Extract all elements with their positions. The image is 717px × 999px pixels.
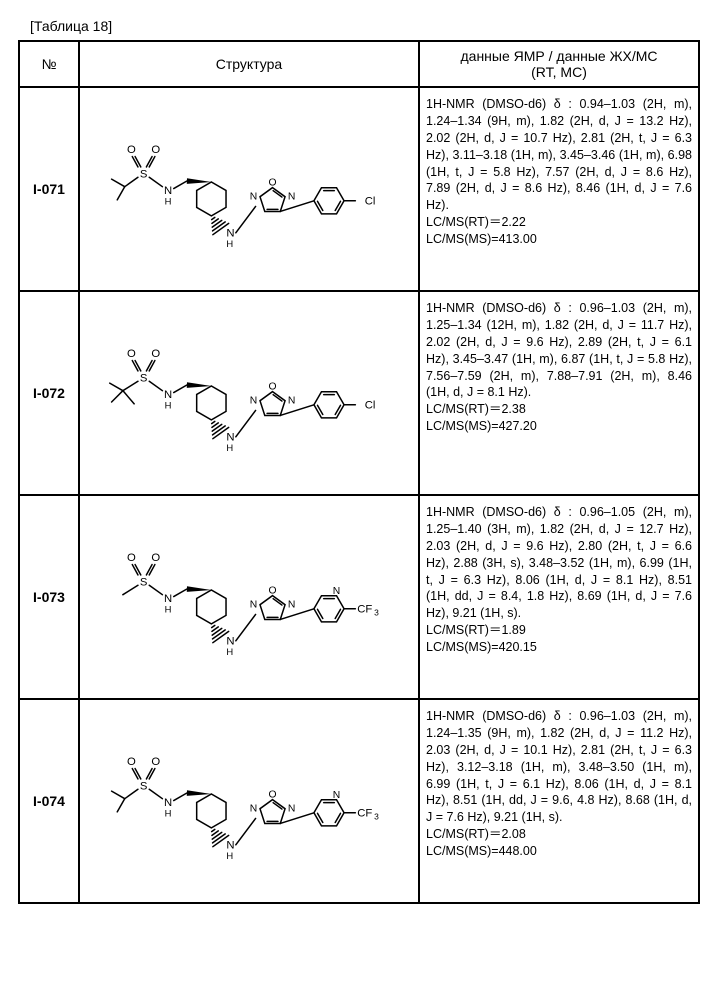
svg-text:S: S (140, 576, 148, 588)
structure-cell: SOONHNHONNNCF3 (79, 699, 419, 903)
structure-cell: SOONHNHONNCl (79, 291, 419, 495)
svg-text:N: N (288, 599, 295, 610)
svg-text:Cl: Cl (365, 195, 376, 207)
svg-text:Cl: Cl (365, 399, 376, 411)
structure-cell: SOONHNHONNNCF3 (79, 495, 419, 699)
svg-text:H: H (226, 237, 233, 246)
svg-text:O: O (127, 551, 136, 563)
data-table: № Структура данные ЯМР / данные ЖХ/МС(RT… (18, 40, 700, 904)
svg-text:H: H (165, 807, 172, 818)
lcms-rt: LC/MS(RT)＝2.22 (426, 214, 692, 231)
nmr-data-cell: 1H-NMR (DMSO-d6) δ : 0.96–1.03 (2H, m), … (419, 291, 699, 495)
svg-text:N: N (288, 803, 295, 814)
table-row: I-073SOONHNHONNNCF31H-NMR (DMSO-d6) δ : … (19, 495, 699, 699)
svg-text:S: S (140, 168, 148, 180)
col-header-no: № (19, 41, 79, 87)
lcms-rt: LC/MS(RT)＝1.89 (426, 622, 692, 639)
lcms-ms: LC/MS(MS)=420.15 (426, 639, 692, 656)
nmr-data-cell: 1H-NMR (DMSO-d6) δ : 0.96–1.03 (2H, m), … (419, 699, 699, 903)
svg-text:N: N (288, 395, 295, 406)
table-row: I-072SOONHNHONNCl1H-NMR (DMSO-d6) δ : 0.… (19, 291, 699, 495)
svg-text:N: N (333, 789, 340, 800)
lcms-rt: LC/MS(RT)＝2.08 (426, 826, 692, 843)
svg-text:CF: CF (357, 603, 372, 615)
svg-text:O: O (151, 551, 160, 563)
lcms-ms: LC/MS(MS)=413.00 (426, 231, 692, 248)
svg-text:3: 3 (374, 811, 379, 821)
table-label: [Таблица 18] (30, 18, 699, 34)
compound-id: I-072 (19, 291, 79, 495)
svg-text:O: O (127, 143, 136, 155)
svg-text:H: H (165, 603, 172, 614)
svg-text:3: 3 (374, 607, 379, 617)
svg-text:N: N (250, 803, 257, 814)
svg-text:S: S (140, 780, 148, 792)
svg-text:N: N (250, 599, 257, 610)
lcms-rt: LC/MS(RT)＝2.38 (426, 401, 692, 418)
svg-text:H: H (165, 399, 172, 410)
nmr-data-cell: 1H-NMR (DMSO-d6) δ : 0.96–1.05 (2H, m), … (419, 495, 699, 699)
lcms-ms: LC/MS(MS)=448.00 (426, 843, 692, 860)
svg-text:H: H (165, 195, 172, 206)
compound-id: I-073 (19, 495, 79, 699)
structure-cell: SOONHNHONNCl (79, 87, 419, 291)
col-header-data: данные ЯМР / данные ЖХ/МС(RT, МС) (419, 41, 699, 87)
svg-text:O: O (127, 347, 136, 359)
compound-id: I-071 (19, 87, 79, 291)
svg-text:O: O (269, 381, 277, 392)
nmr-text: 1H-NMR (DMSO-d6) δ : 0.96–1.03 (2H, m), … (426, 301, 692, 399)
svg-text:O: O (151, 143, 160, 155)
svg-text:H: H (226, 645, 233, 654)
svg-text:O: O (151, 347, 160, 359)
table-row: I-074SOONHNHONNNCF31H-NMR (DMSO-d6) δ : … (19, 699, 699, 903)
svg-text:S: S (140, 372, 148, 384)
svg-text:O: O (269, 177, 277, 188)
svg-text:N: N (250, 395, 257, 406)
nmr-text: 1H-NMR (DMSO-d6) δ : 0.96–1.05 (2H, m), … (426, 505, 692, 620)
svg-text:CF: CF (357, 807, 372, 819)
svg-text:N: N (333, 585, 340, 596)
svg-text:O: O (269, 585, 277, 596)
svg-text:N: N (288, 191, 295, 202)
svg-text:O: O (151, 755, 160, 767)
svg-text:H: H (226, 849, 233, 858)
svg-text:H: H (226, 441, 233, 450)
table-row: I-071SOONHNHONNCl1H-NMR (DMSO-d6) δ : 0.… (19, 87, 699, 291)
nmr-data-cell: 1H-NMR (DMSO-d6) δ : 0.94–1.03 (2H, m), … (419, 87, 699, 291)
nmr-text: 1H-NMR (DMSO-d6) δ : 0.96–1.03 (2H, m), … (426, 709, 692, 824)
lcms-ms: LC/MS(MS)=427.20 (426, 418, 692, 435)
svg-text:O: O (269, 789, 277, 800)
svg-text:N: N (250, 191, 257, 202)
nmr-text: 1H-NMR (DMSO-d6) δ : 0.94–1.03 (2H, m), … (426, 97, 692, 212)
svg-text:O: O (127, 755, 136, 767)
compound-id: I-074 (19, 699, 79, 903)
col-header-structure: Структура (79, 41, 419, 87)
